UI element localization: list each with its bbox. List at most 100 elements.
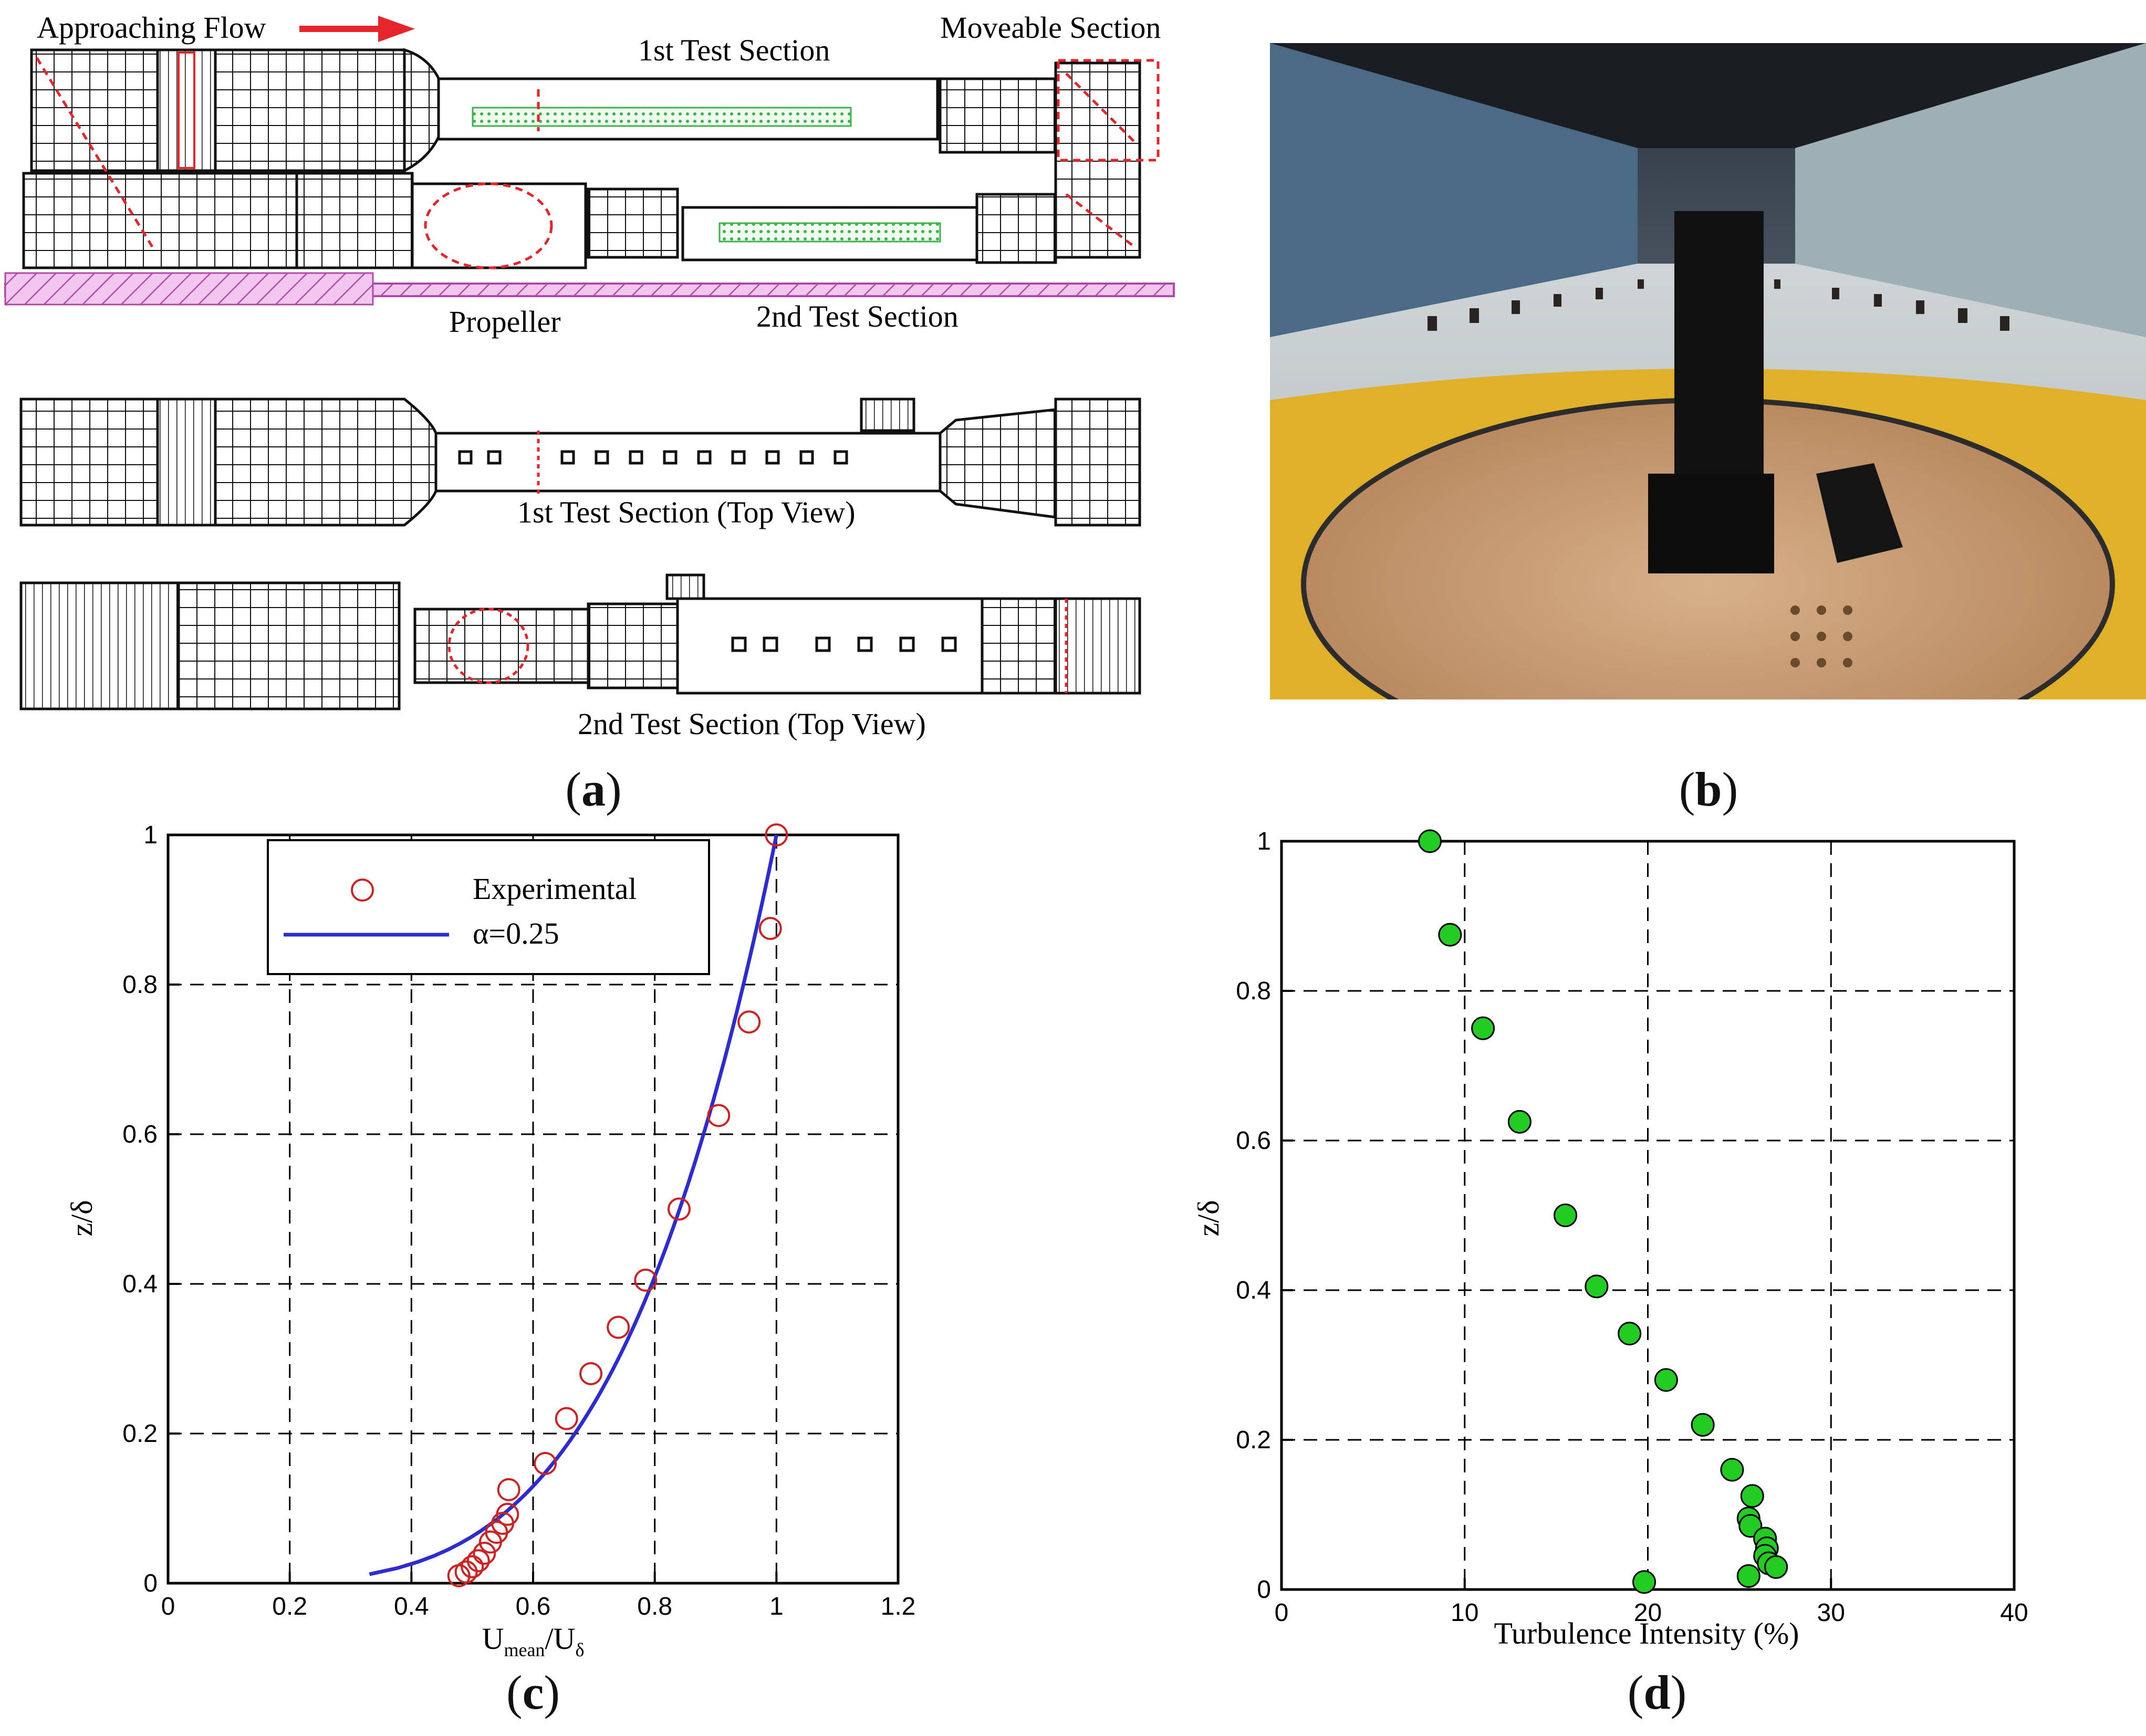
y-tick-label: 0.8 [1236,977,1271,1005]
panel-a-schematic: Approaching Flow Moveable Section 1st Te… [0,0,1187,756]
experimental-point [555,1407,578,1430]
experimental-point [607,1315,630,1339]
first-top-view-label: 1st Test Section (Top View) [517,495,856,529]
xlabel-sub-delta: δ [575,1639,584,1659]
turbulence-intensity-chart: 0 10 20 30 40 0 0.2 0.4 0.6 0.8 1 z/δ Turbulence I… [1191,828,2028,1650]
turbulence-point [1507,1110,1532,1134]
experimental-point [758,917,782,940]
first-top-view [19,398,1141,527]
moveable-section-label: Moveable Section [940,11,1161,45]
approaching-flow-arrow [299,16,415,42]
x-tick-label: 30 [1817,1599,1845,1627]
xlabel-sub-mean: mean [504,1639,545,1659]
chart-c-ylabel: z/δ [65,1200,99,1236]
panel-d-chart: 0 10 20 30 40 0 0.2 0.4 0.6 0.8 1 z/δ Turbulence I… [1191,809,2143,1659]
propeller-label: Propeller [449,305,561,339]
x-tick-label: 1.2 [881,1593,916,1620]
y-tick-label: 0 [143,1570,158,1597]
approaching-flow-label: Approaching Flow [37,11,266,45]
x-tick-label: 0.6 [516,1593,551,1620]
turbulence-point [1740,1484,1764,1508]
experimental-point [497,1478,520,1501]
experimental-point [707,1104,731,1127]
chart-d-ylabel: z/δ [1197,1200,1225,1236]
red-dashed-details [35,57,1160,269]
turbulence-point [1720,1458,1744,1482]
screen-red [178,51,195,169]
turbulence-point [1736,1564,1760,1588]
chart-c-legend: Experimental α=0.25 [267,839,710,975]
chart-d-grid [1282,841,2014,1589]
y-tick-label: 0 [1257,1576,1271,1604]
x-tick-label: 0 [1275,1599,1289,1627]
chart-d-ticks: 0 10 20 30 40 0 0.2 0.4 0.6 0.8 1 [1236,828,2028,1627]
turbulence-point [1554,1204,1578,1227]
first-test-section-label: 1st Test Section [638,33,830,67]
chart-c-xlabel: Umean/Uδ [482,1622,585,1659]
xlabel-slash-u: /U [545,1622,575,1656]
legend-alpha-label: α=0.25 [473,916,559,950]
turbulence-point [1654,1368,1678,1392]
experimental-point [668,1197,691,1221]
turbulence-point [1691,1413,1715,1437]
panel-c-chart: 0 0.2 0.4 0.6 0.8 1 1.2 0 0.2 0.4 0.6 0.8 1 Experime… [63,809,956,1660]
power-law-curve [369,834,778,1576]
upper-circuit [30,48,1141,259]
panel-d-label: (d) [1627,1666,1687,1719]
turbulence-point [1632,1570,1657,1594]
x-tick-label: 40 [2000,1599,2028,1627]
second-test-section-label: 2nd Test Section [756,299,959,333]
panel-a-label: (a) [565,762,622,816]
turbulence-point [1764,1555,1788,1579]
chart-d-xlabel: Turbulence Intensity (%) [1494,1616,1799,1650]
panel-c-label: (c) [506,1666,560,1719]
experimental-point [473,1542,496,1565]
experimental-point [579,1362,603,1385]
chart-c-grid [168,835,898,1583]
y-tick-label: 0.2 [1236,1426,1271,1454]
turbulence-point [1418,829,1442,853]
turbulence-point [1618,1322,1642,1346]
second-top-view [19,573,1141,710]
legend-experimental-label: Experimental [473,872,637,906]
y-tick-label: 0.6 [122,1121,158,1148]
y-tick-label: 1 [1257,828,1271,855]
experimental-point [534,1452,557,1475]
experimental-point [737,1010,761,1034]
y-tick-label: 1 [143,821,158,849]
experimental-point [478,1530,502,1554]
photo-tall-building-model [1674,211,1764,505]
second-top-view-label: 2nd Test Section (Top View) [578,707,926,741]
experimental-point [634,1268,658,1292]
base-blocks [4,272,374,306]
x-tick-label: 0.8 [637,1593,672,1620]
x-tick-label: 0.4 [394,1593,429,1620]
x-tick-label: 10 [1451,1599,1478,1627]
xlabel-u: U [482,1622,504,1656]
velocity-profile-chart: 0 0.2 0.4 0.6 0.8 1 1.2 0 0.2 0.4 0.6 0.8 1 Experime… [65,821,915,1660]
turbulence-point [1438,923,1462,947]
chart-c-fit-line [369,834,778,1576]
panel-b-label: (b) [1679,762,1738,816]
y-tick-label: 0.4 [122,1270,158,1298]
wind-tunnel-photo [1270,43,2146,770]
y-tick-label: 0.4 [1236,1277,1271,1304]
y-tick-label: 0.6 [1236,1127,1271,1155]
x-tick-label: 1 [769,1593,784,1620]
chart-c-ticks: 0 0.2 0.4 0.6 0.8 1 1.2 0 0.2 0.4 0.6 0.8 1 [122,821,915,1620]
y-tick-label: 0.8 [122,971,158,999]
wind-tunnel-schematic: Approaching Flow Moveable Section 1st Te… [4,11,1175,741]
y-tick-label: 0.2 [122,1420,158,1448]
x-tick-label: 0 [161,1593,175,1620]
turbulence-point [1585,1274,1609,1299]
experimental-point [765,823,788,846]
experimental-point [447,1564,471,1587]
chart-d-points [1418,829,1788,1594]
x-tick-label: 0.2 [272,1593,307,1620]
turbulence-point [1471,1016,1495,1040]
experimental-point [461,1555,484,1578]
lower-circuit [22,172,1057,269]
legend-experimental-marker [351,879,374,902]
chart-c-points [447,823,788,1587]
panel-b-photo [1270,43,2146,770]
